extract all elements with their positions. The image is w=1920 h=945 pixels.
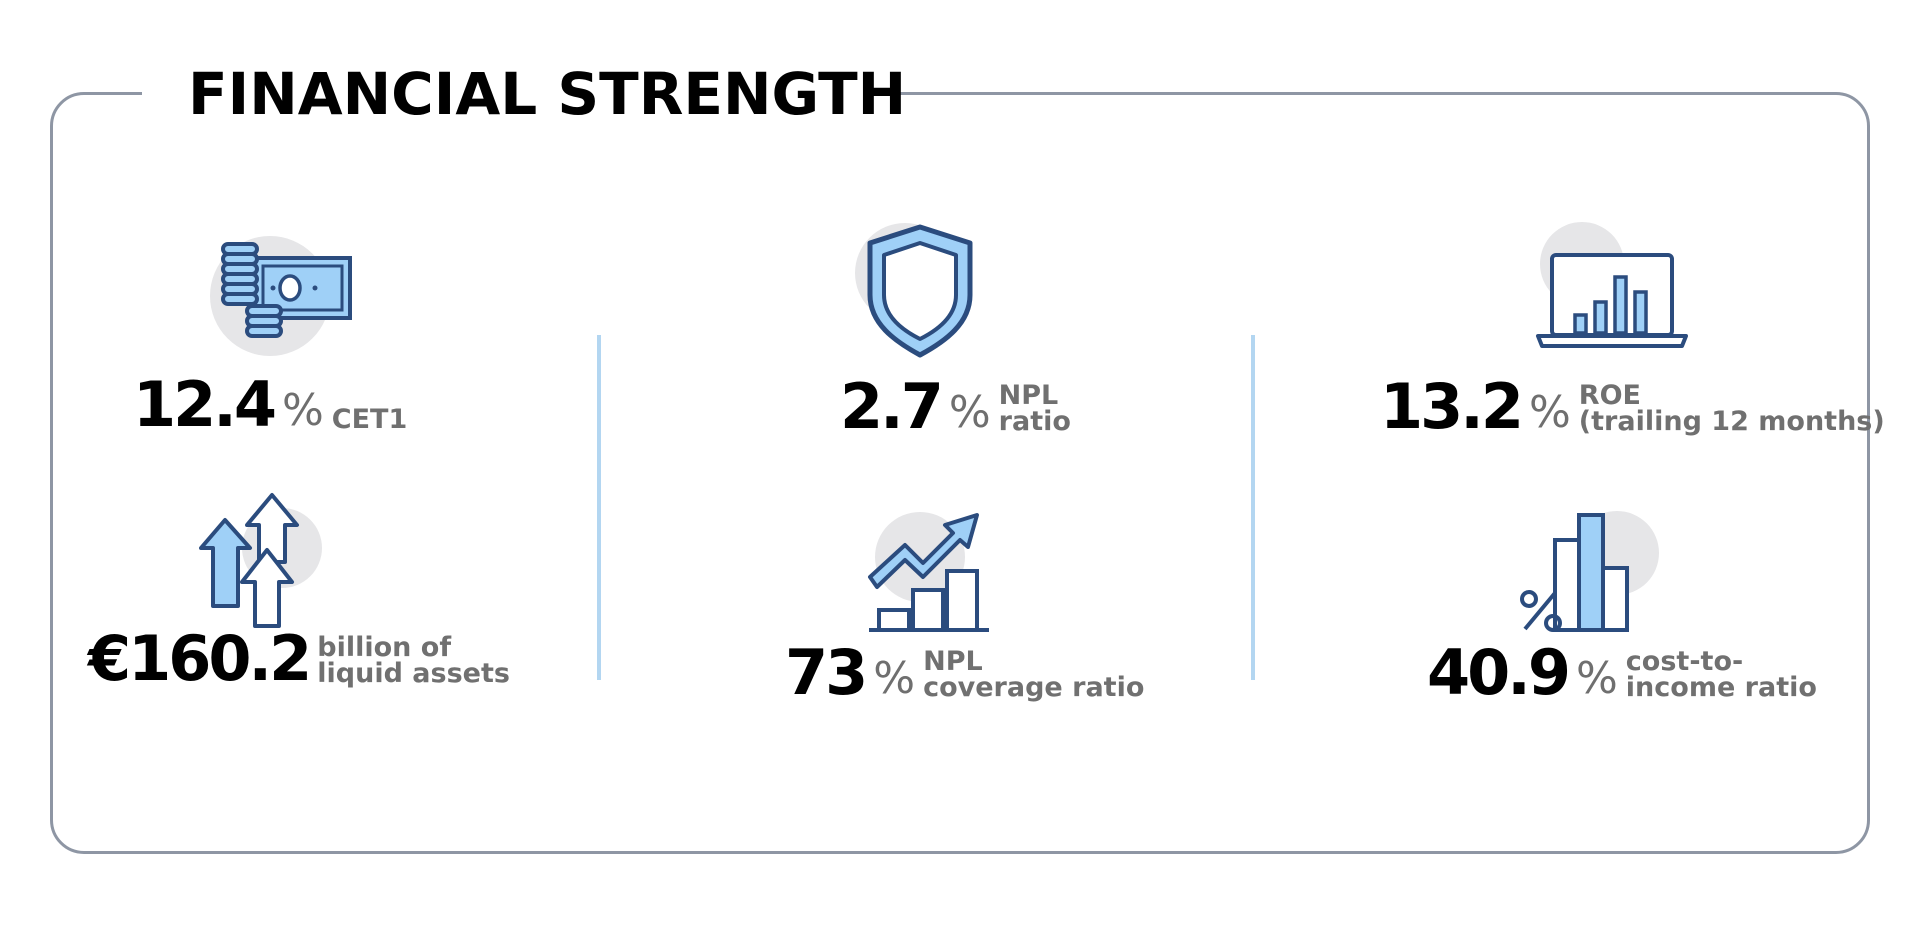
metric-label-line: CET1 — [331, 404, 408, 435]
metric-value: 40.9 — [1427, 636, 1571, 709]
metric-unit: % — [873, 653, 916, 704]
shield-icon — [850, 215, 990, 360]
metric-unit: % — [948, 387, 991, 438]
metric-label-line: income ratio — [1625, 672, 1817, 703]
metric-npl-coverage: 73 % NPL coverage ratio — [785, 642, 1144, 704]
column-divider-left — [597, 335, 601, 680]
metric-unit: % — [1528, 387, 1571, 438]
metric-label: CET1 — [331, 404, 408, 436]
metric-label-line: billion of — [317, 632, 452, 663]
metric-value: 13.2 — [1380, 370, 1524, 443]
metric-label: NPL coverage ratio — [923, 646, 1145, 704]
panel-frame — [50, 92, 1870, 854]
column-divider-right — [1251, 335, 1255, 680]
metric-label-line: cost-to- — [1625, 646, 1744, 677]
metric-label-line: NPL — [923, 646, 983, 677]
title-gap — [142, 60, 892, 120]
metric-label-line: coverage ratio — [923, 672, 1145, 703]
metric-label: cost-to- income ratio — [1625, 646, 1817, 704]
metric-value: €160.2 — [88, 622, 312, 695]
metric-unit: % — [1575, 653, 1618, 704]
metric-cost-income: 40.9 % cost-to- income ratio — [1427, 642, 1817, 704]
metric-liquid-assets: €160.2 billion of liquid assets — [88, 628, 510, 690]
trend-chart-icon — [865, 505, 995, 635]
metric-label-line: ratio — [998, 406, 1071, 437]
metric-unit: % — [281, 385, 324, 436]
page-title: FINANCIAL STRENGTH — [188, 60, 907, 128]
metric-cet1: 12.4 % CET1 — [133, 374, 407, 436]
metric-label-line: (trailing 12 months) — [1578, 406, 1885, 437]
metric-label: NPL ratio — [998, 380, 1071, 438]
metric-npl-ratio: 2.7 % NPL ratio — [840, 376, 1071, 438]
arrows-up-icon — [195, 490, 335, 630]
metric-value: 12.4 — [133, 368, 277, 441]
money-coins-icon — [205, 228, 355, 358]
percent-bars-icon — [1515, 505, 1659, 635]
laptop-chart-icon — [1530, 220, 1695, 355]
metric-label-line: liquid assets — [317, 658, 510, 689]
metric-label: billion of liquid assets — [317, 632, 510, 690]
metric-roe: 13.2 % ROE (trailing 12 months) — [1380, 376, 1885, 438]
metric-label-line: NPL — [998, 380, 1059, 411]
metric-value: 2.7 — [840, 370, 944, 443]
metric-label-line: ROE — [1578, 380, 1641, 411]
metric-value: 73 — [785, 636, 868, 709]
metric-label: ROE (trailing 12 months) — [1578, 380, 1885, 438]
